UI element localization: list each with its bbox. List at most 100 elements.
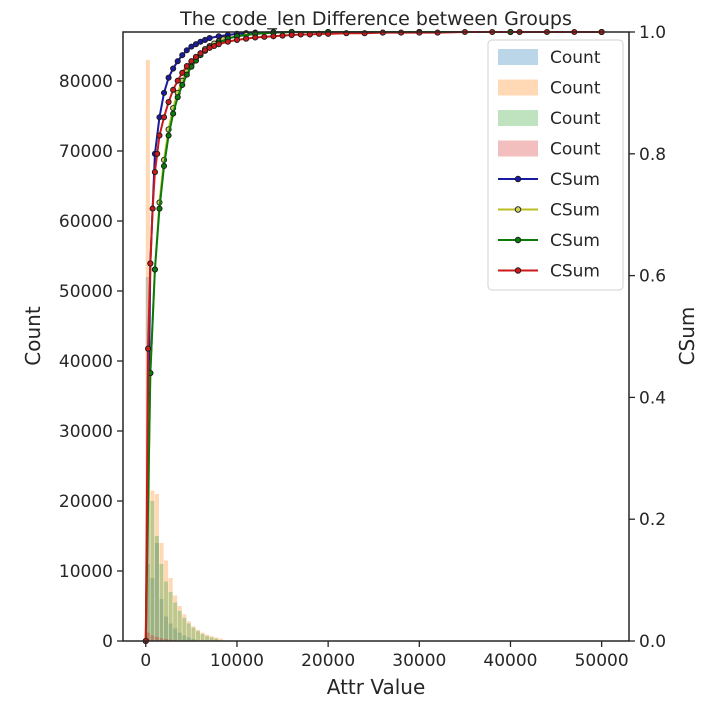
- csum-point-4-15: [197, 50, 204, 57]
- csum-point-4-27: [288, 31, 295, 39]
- bar-series1-8: [182, 635, 187, 641]
- csum-point-4-1: [145, 345, 152, 352]
- csum-point-3-7: [174, 94, 181, 101]
- bar-series3-6: [173, 602, 178, 641]
- csum-point-4-16: [202, 47, 209, 54]
- y2-tick-label: 1.0: [639, 23, 666, 43]
- bar-series2-5: [168, 578, 173, 641]
- bar-series3-12: [200, 634, 205, 641]
- csum-point-4-22: [243, 35, 250, 42]
- bar-series1-2: [154, 543, 159, 641]
- bar-series1-3: [159, 599, 164, 641]
- bar-series2-11: [195, 629, 200, 641]
- bar-series3-10: [191, 627, 196, 641]
- csum-point-1-4: [160, 89, 168, 96]
- csum-point-3-3: [156, 205, 163, 212]
- y-tick-label: 80000: [59, 72, 113, 92]
- bar-series2-14: [209, 636, 214, 641]
- bar-series3-0: [145, 564, 150, 641]
- bar-series3-5: [168, 592, 173, 641]
- bar-series1-10: [191, 638, 196, 641]
- csum-point-3-5: [165, 132, 172, 139]
- plot-frame: [122, 31, 630, 642]
- legend-label: Count: [550, 109, 601, 129]
- y-tick-label: 20000: [59, 492, 113, 512]
- bar-series2-7: [177, 606, 182, 641]
- legend-label: CSum: [550, 170, 600, 190]
- bar-series3-3: [159, 564, 164, 641]
- csum-point-4-19: [215, 41, 222, 48]
- csum-point-4-4: [151, 169, 158, 176]
- y-axis-right: 0.0 0.2 0.4 0.6 0.8 1.0: [629, 23, 666, 652]
- bar-series3-8: [182, 617, 187, 641]
- bar-series2-12: [200, 632, 205, 641]
- bar-series2-1: [150, 490, 155, 641]
- legend-swatch-bar: [498, 140, 538, 157]
- bar-series2-9: [186, 621, 191, 641]
- legend-label: Count: [550, 48, 601, 68]
- y-tick-label: 40000: [59, 352, 113, 372]
- y2-tick-label: 0.6: [639, 267, 666, 287]
- csum-point-1-5: [165, 74, 172, 81]
- bar-series3-13: [205, 636, 210, 641]
- bar-series1-6: [173, 628, 178, 641]
- csum-point-3-2: [151, 266, 158, 273]
- x-tick-label: 50000: [575, 651, 629, 671]
- bar-series3-14: [209, 637, 214, 641]
- y-tick-label: 30000: [59, 422, 113, 442]
- y2-axis-title: CSum: [675, 307, 699, 366]
- x-axis: 0 10000 20000 30000 40000 50000: [140, 641, 629, 671]
- bar-series3-9: [186, 623, 191, 641]
- x-tick-label: 20000: [301, 651, 355, 671]
- legend: Count Count Count Count CSum CSum CSum CSum: [487, 39, 624, 291]
- csum-point-1-10: [188, 43, 195, 50]
- csum-point-4-14: [192, 53, 199, 61]
- bar-series2-13: [205, 634, 210, 641]
- csum-point-4-9: [170, 86, 177, 93]
- csum-point-4-6: [156, 132, 163, 139]
- y2-tick-label: 0.2: [639, 510, 666, 530]
- x-tick-label: 0: [140, 651, 151, 671]
- legend-swatch-bar: [498, 79, 538, 96]
- csum-point-4-13: [188, 58, 195, 65]
- bar-series1-1: [150, 578, 155, 641]
- legend-box: [487, 39, 624, 291]
- bar-series1-9: [186, 637, 191, 641]
- chart-title: The code_len Difference between Groups: [179, 8, 572, 30]
- bar-series4-3: [159, 638, 164, 641]
- bar-series4-2: [154, 636, 159, 641]
- csum-point-1-7: [174, 58, 181, 65]
- csum-point-3-4: [160, 162, 168, 170]
- csum-point-4-20: [224, 38, 231, 45]
- bar-series4-1: [150, 635, 155, 641]
- y-tick-label: 10000: [59, 562, 113, 582]
- legend-swatch-marker: [514, 236, 522, 244]
- bar-series4-0: [145, 632, 150, 641]
- x-tick-label: 10000: [210, 651, 264, 671]
- csum-point-4-5: [154, 150, 161, 157]
- csum-point-4-10: [174, 77, 181, 84]
- y-tick-label: 60000: [59, 212, 113, 232]
- csum-point-4-26: [279, 32, 286, 39]
- legend-swatch-bar: [498, 110, 538, 126]
- bar-series3-2: [154, 536, 159, 641]
- bar-series2-8: [182, 614, 187, 641]
- csum-point-1-9: [183, 47, 190, 54]
- csum-point-3-8: [179, 81, 186, 89]
- bar-series2-4: [164, 560, 169, 641]
- bar-series1-5: [168, 623, 173, 641]
- y-tick-label: 0: [102, 632, 113, 652]
- bar-series3-1: [150, 501, 155, 641]
- csum-point-4-11: [179, 69, 186, 76]
- csum-point-1-8: [179, 52, 186, 59]
- legend-swatch-marker: [514, 267, 522, 274]
- csum-point-4-12: [183, 63, 190, 70]
- csum-point-1-11: [192, 41, 199, 48]
- csum-point-4-23: [252, 34, 259, 41]
- csum-point-4-25: [270, 33, 277, 40]
- legend-label: CSum: [550, 231, 600, 251]
- y-tick-label: 70000: [59, 142, 113, 162]
- x-tick-label: 30000: [392, 651, 446, 671]
- legend-swatch-marker: [514, 175, 522, 183]
